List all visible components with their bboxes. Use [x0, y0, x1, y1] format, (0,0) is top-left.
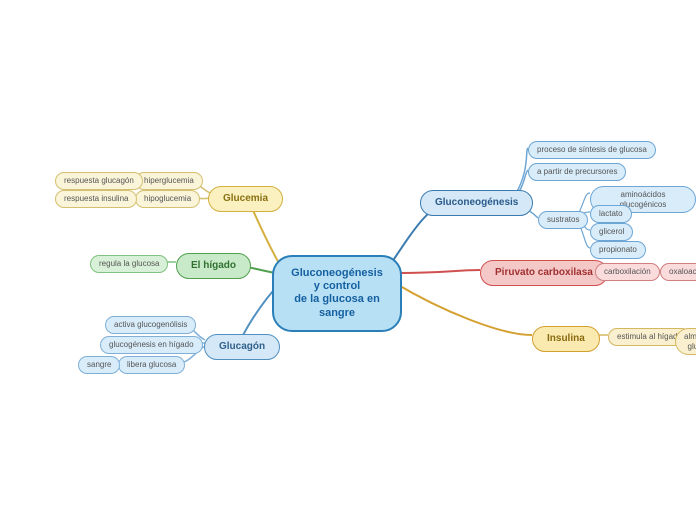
leaf-propionato[interactable]: propionato	[590, 241, 646, 259]
leaf-carboxilacion[interactable]: carboxilación	[595, 263, 660, 281]
branch-piruvato[interactable]: Piruvato carboxilasa	[480, 260, 608, 286]
leaf-sustratos[interactable]: sustratos	[538, 211, 588, 229]
leaf-glicerol[interactable]: glicerol	[590, 223, 633, 241]
leaf-oxaloacetato[interactable]: oxaloacetato	[660, 263, 696, 281]
leaf-gluco-higado[interactable]: glucogénesis en hígado	[100, 336, 203, 354]
leaf-regula[interactable]: regula la glucosa	[90, 255, 168, 273]
branch-gluconeogenesis[interactable]: Gluconeogénesis	[420, 190, 533, 216]
center-node[interactable]: Gluconeogénesis y control de la glucosa …	[272, 255, 402, 332]
leaf-proceso[interactable]: proceso de síntesis de glucosa	[528, 141, 656, 159]
leaf-precursores[interactable]: a partir de precursores	[528, 163, 626, 181]
branch-higado[interactable]: El hígado	[176, 253, 251, 279]
branch-insulina[interactable]: Insulina	[532, 326, 600, 352]
leaf-hipoglucemia[interactable]: hipoglucemia	[135, 190, 200, 208]
leaf-almacene[interactable]: almacene glucosa	[675, 328, 696, 355]
leaf-resp-insulina[interactable]: respuesta insulina	[55, 190, 137, 208]
leaf-resp-glucagon[interactable]: respuesta glucagón	[55, 172, 143, 190]
leaf-activa-gluco[interactable]: activa glucogenólisis	[105, 316, 196, 334]
leaf-hiperglucemia[interactable]: hiperglucemia	[135, 172, 203, 190]
branch-glucemia[interactable]: Glucemia	[208, 186, 283, 212]
leaf-lactato[interactable]: lactato	[590, 205, 632, 223]
leaf-sangre[interactable]: sangre	[78, 356, 120, 374]
branch-glucagon[interactable]: Glucagón	[204, 334, 280, 360]
leaf-libera[interactable]: libera glucosa	[118, 356, 185, 374]
